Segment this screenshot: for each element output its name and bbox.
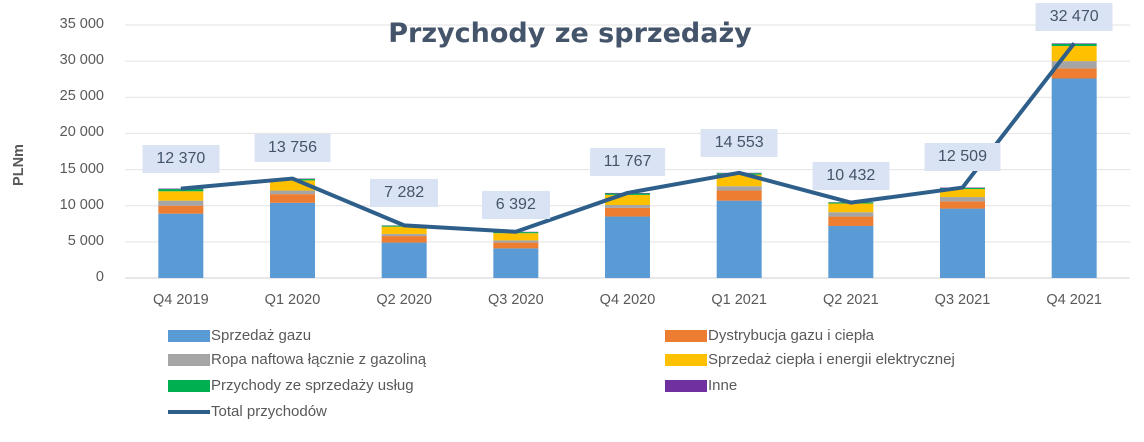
bar-dystrybucja-gazu-i-ciepla <box>270 194 315 203</box>
legend-swatch <box>665 380 707 392</box>
data-label: 32 470 <box>1035 3 1113 32</box>
data-label: 12 370 <box>142 144 220 173</box>
bar-sprzedaz-ciepla-i-energii-elektrycznej <box>605 194 650 205</box>
data-label: 11 767 <box>589 147 666 176</box>
x-tick-label: Q4 2021 <box>1046 292 1102 308</box>
bar-sprzedaz-gazu <box>270 202 315 278</box>
bar-dystrybucja-gazu-i-ciepla <box>1051 68 1097 79</box>
legend-label: Przychody ze sprzedaży usług <box>211 377 414 394</box>
bar-sprzedaz-ciepla-i-energii-elektrycznej <box>1051 45 1097 62</box>
bar-ropa-naftowa-lacznie-z-gazolina <box>493 240 539 243</box>
bar-ropa-naftowa-lacznie-z-gazolina <box>381 233 427 237</box>
bar-sprzedaz-gazu <box>716 200 762 278</box>
y-tick-label: 10 000 <box>59 196 104 213</box>
bar-sprzedaz-gazu <box>605 216 650 278</box>
legend-swatch <box>168 410 210 414</box>
bar-dystrybucja-gazu-i-ciepla <box>158 205 204 214</box>
y-tick-label: 15 000 <box>59 160 104 177</box>
bar-sprzedaz-ciepla-i-energii-elektrycznej <box>381 226 427 234</box>
y-tick-label: 20 000 <box>59 124 104 141</box>
legend-label: Total przychodów <box>211 403 327 420</box>
bar-sprzedaz-gazu <box>381 242 427 278</box>
bar-ropa-naftowa-lacznie-z-gazolina <box>158 200 204 206</box>
x-tick-label: Q3 2021 <box>934 292 991 308</box>
y-tick-label: 25 000 <box>59 88 104 105</box>
data-label: 12 509 <box>924 142 1001 171</box>
bar-sprzedaz-gazu <box>493 248 539 278</box>
x-tick-label: Q1 2021 <box>711 292 767 308</box>
bar-sprzedaz-ciepla-i-energii-elektrycznej <box>158 191 204 201</box>
legend-label: Inne <box>708 377 738 394</box>
data-label: 6 392 <box>481 190 550 219</box>
data-label: 10 432 <box>812 161 890 190</box>
y-tick-label: 0 <box>95 269 104 285</box>
x-tick-label: Q3 2020 <box>488 292 544 308</box>
bar-sprzedaz-gazu <box>1051 78 1097 279</box>
data-label: 13 756 <box>254 133 331 162</box>
legend-label: Sprzedaż ciepła i energii elektrycznej <box>708 351 955 368</box>
bar-sprzedaz-ciepla-i-energii-elektrycznej <box>270 180 315 191</box>
bar-dystrybucja-gazu-i-ciepla <box>828 216 874 226</box>
legend-swatch <box>168 330 210 342</box>
bar-ropa-naftowa-lacznie-z-gazolina <box>1051 61 1097 69</box>
bar-ropa-naftowa-lacznie-z-gazolina <box>828 212 874 217</box>
bar-przychody-ze-sprzedazy-uslug <box>158 189 204 192</box>
legend-swatch <box>665 354 707 366</box>
legend-label: Ropa naftowa łącznie z gazoliną <box>211 351 427 368</box>
bar-sprzedaz-ciepla-i-energii-elektrycznej <box>828 203 874 213</box>
bar-ropa-naftowa-lacznie-z-gazolina <box>716 186 762 191</box>
bar-dystrybucja-gazu-i-ciepla <box>940 201 985 209</box>
bar-ropa-naftowa-lacznie-z-gazolina <box>605 204 650 208</box>
bar-dystrybucja-gazu-i-ciepla <box>493 242 539 249</box>
bar-inne <box>158 188 204 190</box>
data-label: 14 553 <box>700 128 778 157</box>
line-total-przychodow <box>180 42 1076 234</box>
bar-sprzedaz-gazu <box>940 208 985 278</box>
x-tick-label: Q4 2020 <box>599 292 656 308</box>
bar-dystrybucja-gazu-i-ciepla <box>716 190 762 201</box>
bar-sprzedaz-ciepla-i-energii-elektrycznej <box>716 174 762 187</box>
x-tick-label: Q2 2021 <box>823 292 879 308</box>
chart-title: Przychody ze sprzedaży <box>388 18 752 49</box>
legend-label: Sprzedaż gazu <box>211 327 312 344</box>
y-tick-label: 35 000 <box>59 16 104 32</box>
bar-sprzedaz-ciepla-i-energii-elektrycznej <box>493 233 539 241</box>
bar-sprzedaz-gazu <box>158 213 204 278</box>
data-label: 7 282 <box>370 179 439 208</box>
bar-sprzedaz-gazu <box>828 225 874 278</box>
x-tick-label: Q1 2020 <box>264 292 321 308</box>
y-tick-label: 30 000 <box>59 52 104 69</box>
x-tick-label: Q4 2019 <box>153 292 209 308</box>
legend-swatch <box>665 330 707 342</box>
legend-swatch <box>168 380 210 392</box>
bar-sprzedaz-ciepla-i-energii-elektrycznej <box>940 189 985 198</box>
bar-ropa-naftowa-lacznie-z-gazolina <box>940 197 985 202</box>
legend-label: Dystrybucja gazu i ciepła <box>708 327 874 344</box>
bar-dystrybucja-gazu-i-ciepla <box>381 236 427 243</box>
legend-swatch <box>168 354 210 366</box>
bar-dystrybucja-gazu-i-ciepla <box>605 207 650 217</box>
y-tick-label: 5 000 <box>67 232 104 249</box>
bar-ropa-naftowa-lacznie-z-gazolina <box>270 190 315 195</box>
x-tick-label: Q2 2020 <box>376 292 432 308</box>
